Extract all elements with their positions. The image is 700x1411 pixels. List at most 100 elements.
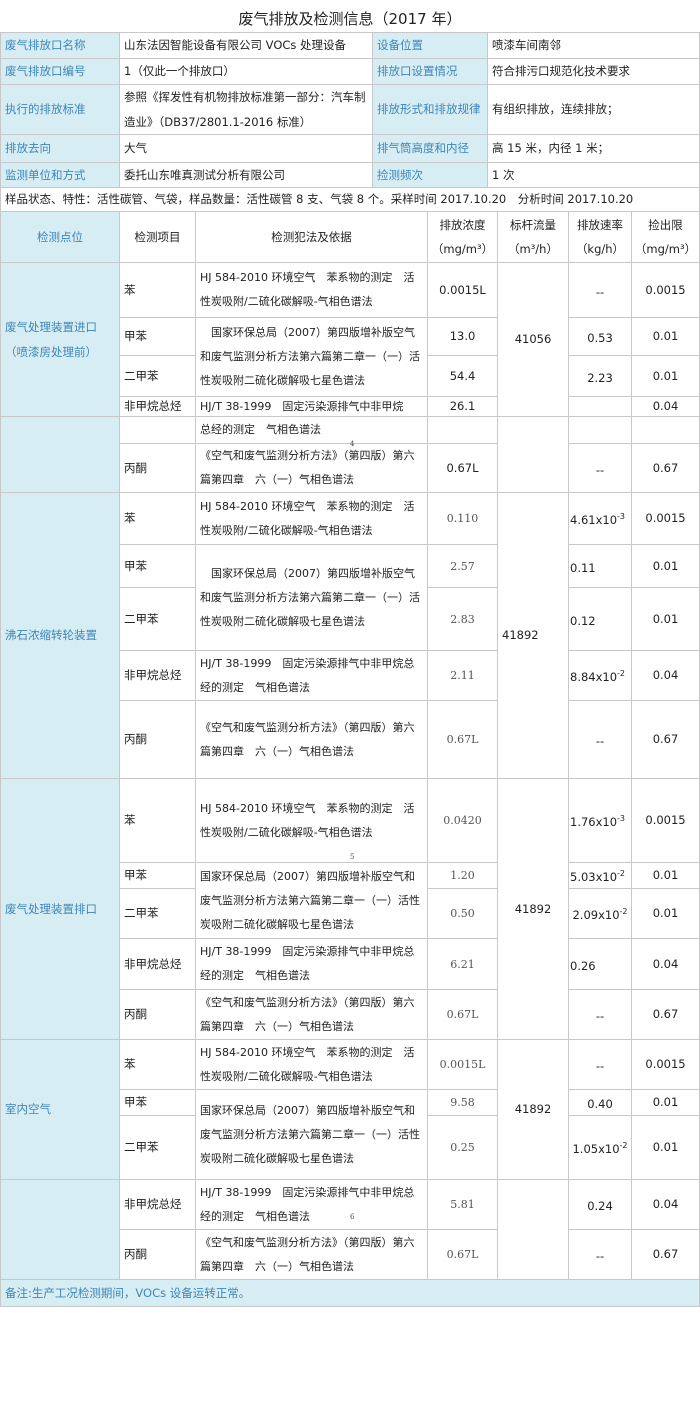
- limit-value-text: 0.01: [652, 906, 679, 920]
- limit-value-text: 0.01: [652, 868, 679, 882]
- rate-exponent: -2: [617, 869, 626, 879]
- info-label: 排放形式和排放规律: [373, 85, 488, 135]
- rate-value-text: 0.26: [570, 958, 596, 973]
- location-label: 沸石浓缩转轮装置: [0, 493, 120, 779]
- limit-value-text: 0.01: [652, 1140, 679, 1154]
- limit-value: 0.01: [632, 889, 700, 939]
- rate-value: 0.53: [569, 318, 632, 356]
- item-name: 苯: [120, 1040, 196, 1090]
- concentration-value: 2.57: [428, 545, 498, 588]
- method-text-text: HJ/T 38-1999 固定污染源排气中非甲烷总经的测定 气相色谱法: [200, 656, 415, 694]
- limit-value-text: 0.67: [652, 460, 679, 475]
- item-name: 丙酮: [120, 444, 196, 493]
- rate-value-text: 1.76x10-3: [570, 814, 626, 829]
- rate-value: 5.03x10-2: [569, 863, 632, 889]
- concentration-value: 0.110: [428, 493, 498, 545]
- concentration-value-text: 1.20: [450, 869, 475, 882]
- info-value: 符合排污口规范化技术要求: [488, 59, 700, 85]
- info-label: 排放去向: [0, 135, 120, 163]
- rate-exponent: -3: [617, 814, 626, 824]
- info-value: 1（仅此一个排放口）: [120, 59, 373, 85]
- method-text: HJ 584-2010 环境空气 苯系物的测定 活性炭吸附/二硫化碳解吸-气相色…: [196, 263, 428, 318]
- concentration-value: 5.81: [428, 1180, 498, 1230]
- rate-value: 0.12: [569, 588, 632, 651]
- item-name: 丙酮: [120, 1230, 196, 1280]
- limit-value-text: 0.0015: [645, 511, 686, 525]
- column-unit: （mg/m³）: [431, 242, 494, 256]
- column-header-rate-text: 排放速率: [577, 218, 623, 232]
- location-label-text: 废气处理装置进口（喷漆房处理前）: [5, 319, 97, 359]
- location-label-text: 废气处理装置排口: [5, 901, 97, 916]
- sample-note-text: 样品状态、特性：活性碳管、气袋，样品数量：活性碳管 8 支、气袋 8 个。采样时…: [5, 192, 634, 206]
- info-label: 排气筒高度和内径: [373, 135, 488, 163]
- column-header-limit-text: 捡出限: [648, 218, 683, 232]
- page-number: 5: [350, 853, 355, 861]
- item-name-text: 丙酮: [124, 460, 147, 475]
- sample-note: 样品状态、特性：活性碳管、气袋，样品数量：活性碳管 8 支、气袋 8 个。采样时…: [0, 188, 700, 212]
- method-text: HJ/T 38-1999 固定污染源排气中非甲烷总经的测定 气相色谱法: [196, 651, 428, 701]
- concentration-value: 2.83: [428, 588, 498, 651]
- method-text: HJ 584-2010 环境空气 苯系物的测定 活性炭吸附/二硫化碳解吸-气相色…: [196, 779, 428, 863]
- concentration-value-text: 0.67L: [446, 1248, 479, 1261]
- item-name-text: 非甲烷总烃: [124, 1197, 182, 1211]
- rate-value: --: [569, 701, 632, 779]
- item-name: 二甲苯: [120, 588, 196, 651]
- method-text: 国家环保总局（2007）第四版增补版空气和废气监测分析方法第六篇第二章一（一）活…: [196, 1090, 428, 1180]
- method-text-text: 国家环保总局（2007）第四版增补版空气和废气监测分析方法第六篇第二章一（一）活…: [200, 326, 420, 387]
- concentration-value: 0.67L: [428, 990, 498, 1040]
- rate-value: --: [569, 990, 632, 1040]
- method-text: HJ/T 38-1999 固定污染源排气中非甲烷: [196, 397, 428, 417]
- item-name-text: 甲苯: [124, 868, 147, 882]
- info-label: 监测单位和方式: [0, 163, 120, 188]
- rate-value: 0.40: [569, 1090, 632, 1116]
- method-text-text: HJ 584-2010 环境空气 苯系物的测定 活性炭吸附/二硫化碳解吸-气相色…: [200, 271, 415, 308]
- column-unit: （mg/m³）: [634, 242, 697, 256]
- rate-value-text: 0.12: [570, 613, 596, 628]
- method-text-text: 国家环保总局（2007）第四版增补版空气和废气监测分析方法第六篇第二章一（一）活…: [200, 1103, 420, 1165]
- rate-exponent: -2: [619, 1141, 628, 1151]
- rate-value-text: --: [595, 462, 605, 477]
- info-value-text: 1（仅此一个排放口）: [124, 64, 235, 78]
- method-text: HJ/T 38-1999 固定污染源排气中非甲烷总经的测定 气相色谱法: [196, 1180, 428, 1230]
- info-value: 喷漆车间南邻: [488, 33, 700, 59]
- item-name-text: 丙酮: [124, 1247, 147, 1261]
- column-header-item-text: 检测项目: [134, 230, 181, 244]
- item-name-text: 二甲苯: [124, 611, 159, 626]
- method-text-text: 《空气和废气监测分析方法》（第四版）第六篇第四章 六（一）气相色谱法: [200, 720, 415, 758]
- concentration-value: 0.0015L: [428, 263, 498, 318]
- column-header-location-text: 检测点位: [37, 230, 83, 244]
- limit-value-text: 0.01: [652, 329, 679, 343]
- concentration-value: 0.25: [428, 1116, 498, 1180]
- method-text: HJ 584-2010 环境空气 苯系物的测定 活性炭吸附/二硫化碳解吸-气相色…: [196, 493, 428, 545]
- info-value-text: 大气: [124, 141, 147, 155]
- rate-value: [569, 397, 632, 417]
- item-name: 苯: [120, 263, 196, 318]
- concentration-value: 0.67L: [428, 444, 498, 493]
- method-text: HJ 584-2010 环境空气 苯系物的测定 活性炭吸附/二硫化碳解吸-气相色…: [196, 1040, 428, 1090]
- concentration-value: 9.58: [428, 1090, 498, 1116]
- rate-value: 0.24: [569, 1180, 632, 1230]
- flow-value-text: 41892: [514, 1102, 552, 1116]
- item-name: 非甲烷总烃: [120, 1180, 196, 1230]
- concentration-value-text: 0.50: [450, 907, 475, 920]
- blank-cell: [428, 417, 498, 444]
- method-text-text: 《空气和废气监测分析方法》（第四版）第六篇第四章 六（一）气相色谱法: [200, 995, 415, 1033]
- limit-value-text: 0.67: [652, 1007, 679, 1021]
- column-header-location: 检测点位: [0, 212, 120, 263]
- info-label-text: 排放形式和排放规律: [377, 102, 481, 116]
- location-blank: [0, 1180, 120, 1280]
- rate-value: 0.26: [569, 939, 632, 990]
- limit-value: 0.67: [632, 990, 700, 1040]
- info-label-text: 排放去向: [5, 141, 51, 155]
- concentration-value: 0.67L: [428, 1230, 498, 1280]
- page-title: 废气排放及检测信息（2017 年）: [238, 10, 462, 28]
- item-name: 甲苯: [120, 545, 196, 588]
- limit-value: 0.67: [632, 701, 700, 779]
- flow-value: 41056: [498, 263, 569, 417]
- rate-exponent: -3: [617, 512, 626, 522]
- location-label: 废气处理装置排口: [0, 779, 120, 1040]
- concentration-value-text: 0.67L: [446, 1008, 479, 1021]
- limit-value-text: 0.0015: [645, 1057, 686, 1071]
- rate-value-text: 4.61x10-3: [570, 512, 626, 527]
